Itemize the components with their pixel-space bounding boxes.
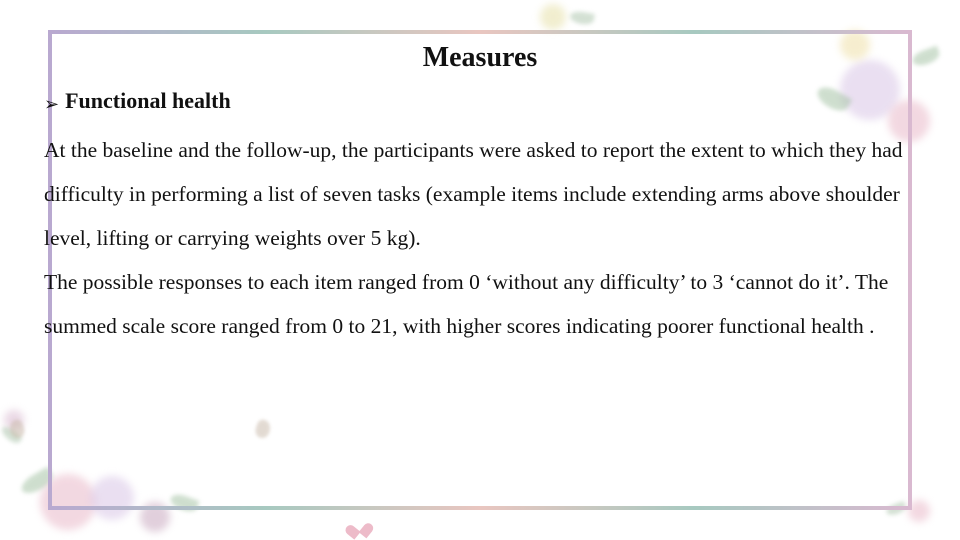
heart-icon <box>349 517 369 535</box>
sprig-left-mid <box>0 400 74 480</box>
content-area: ➢ Functional health At the baseline and … <box>44 88 916 348</box>
bullet-heading: Functional health <box>65 88 231 114</box>
body-paragraph: At the baseline and the follow-up, the p… <box>44 128 916 348</box>
floral-bottom-left <box>10 420 270 540</box>
slide: Measures ➢ Functional health At the base… <box>0 0 960 540</box>
butterfly-icon <box>10 420 38 442</box>
bullet-item: ➢ Functional health <box>44 88 916 114</box>
slide-title: Measures <box>0 42 960 74</box>
sprig-bottom-right <box>870 474 950 534</box>
chevron-icon: ➢ <box>44 95 59 113</box>
